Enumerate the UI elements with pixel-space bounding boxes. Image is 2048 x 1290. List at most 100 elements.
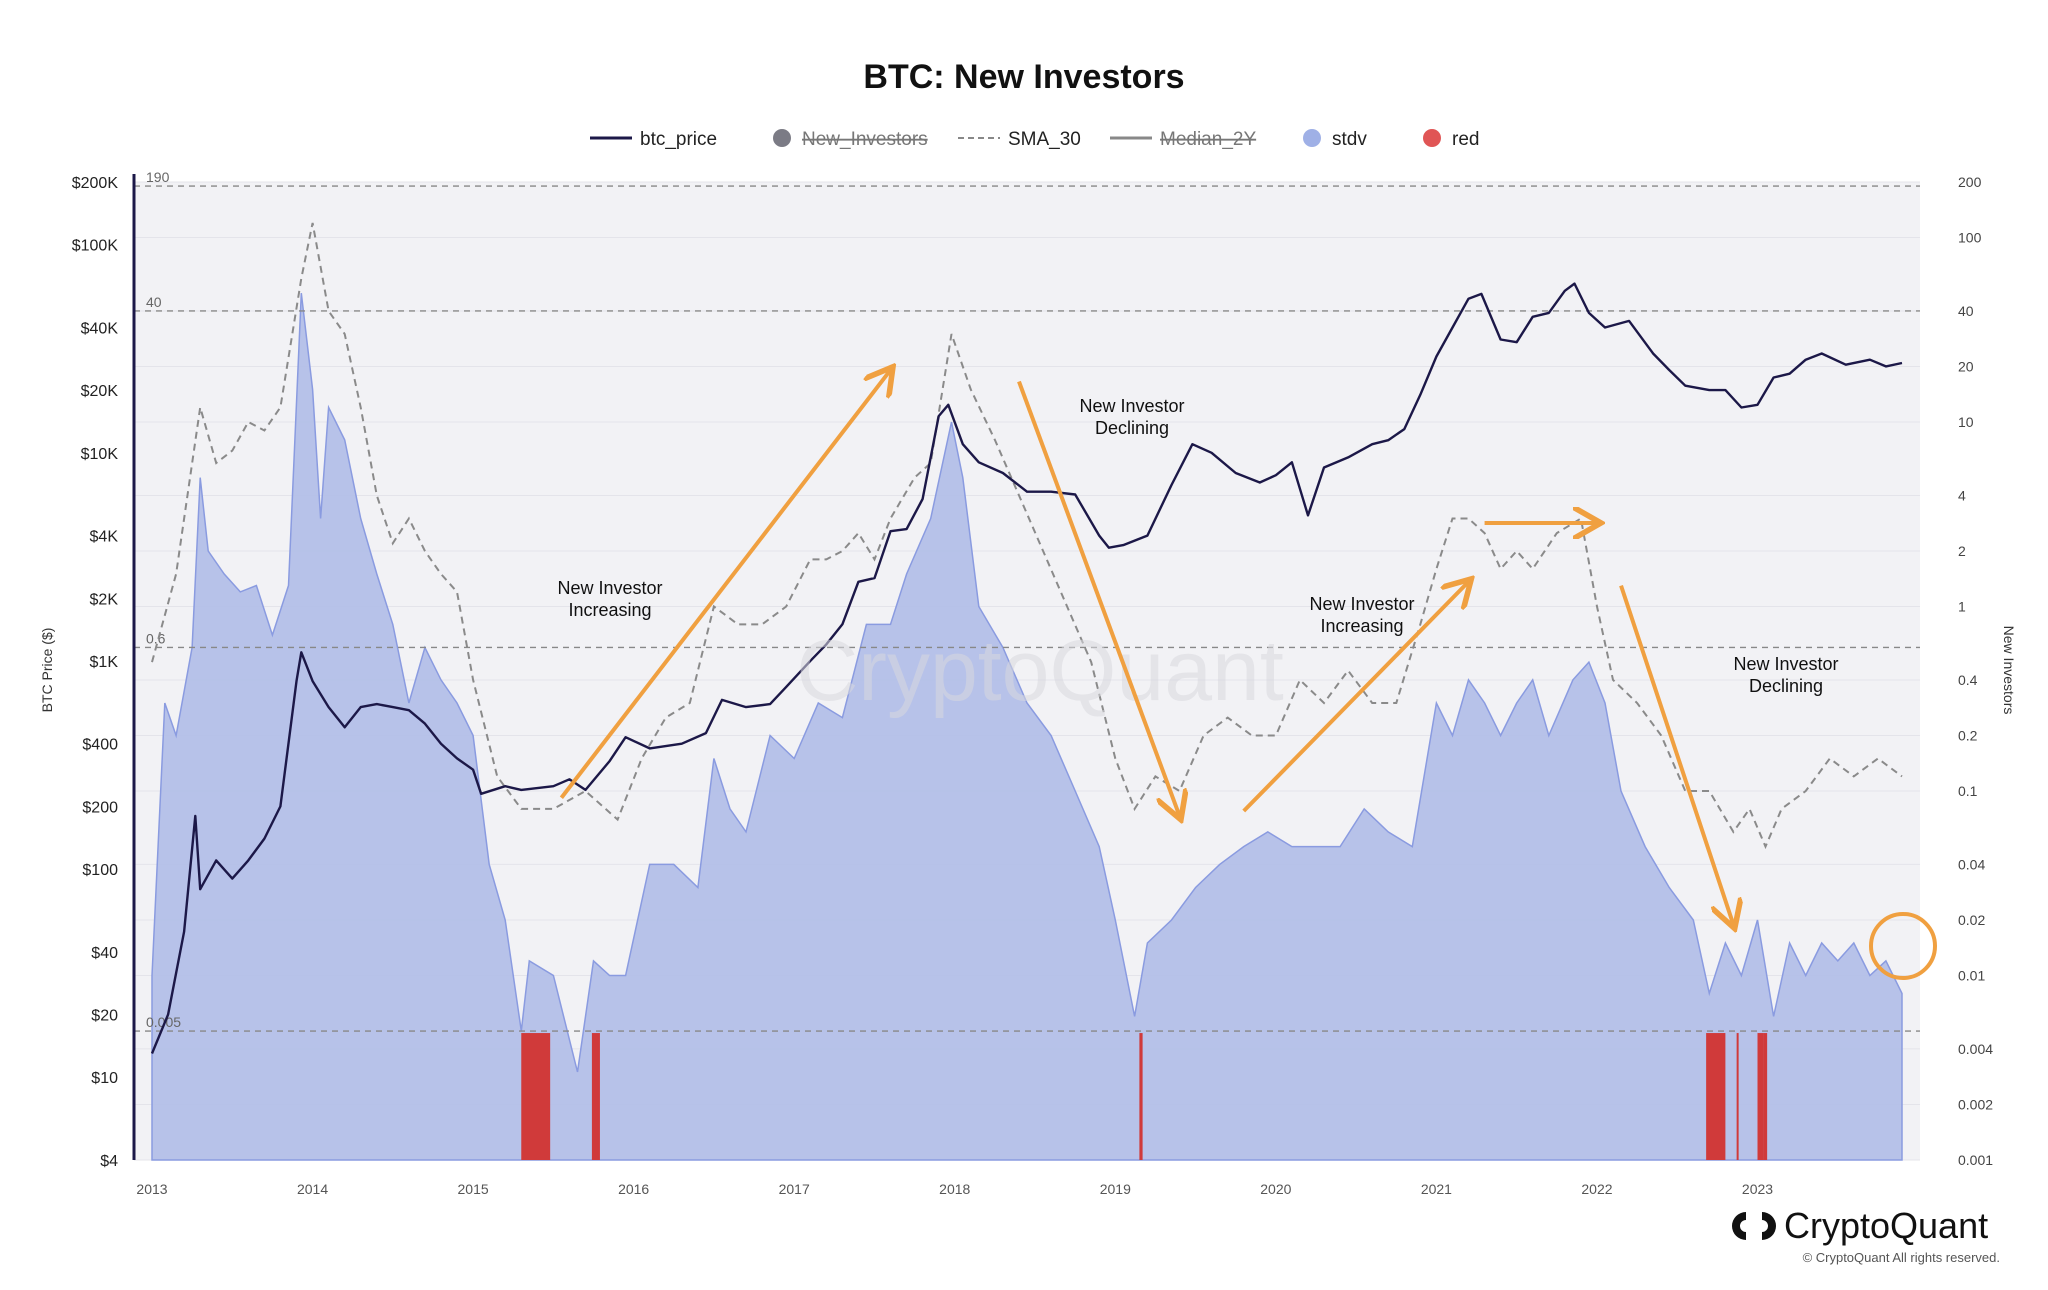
- x-tick-label: 2022: [1581, 1181, 1612, 1197]
- annotation-line: Increasing: [568, 600, 651, 620]
- left-tick-label: $400: [82, 737, 118, 754]
- red-band: [591, 1033, 600, 1160]
- x-tick-label: 2016: [618, 1181, 649, 1197]
- x-tick-label: 2015: [458, 1181, 489, 1197]
- left-tick-label: $10: [91, 1070, 118, 1087]
- legend-label: red: [1452, 129, 1479, 150]
- footer: CryptoQuant © CryptoQuant All rights res…: [1732, 1205, 2000, 1265]
- annotation-line: New Investor: [557, 578, 662, 598]
- red-band: [1139, 1033, 1143, 1160]
- legend-item-sma-30[interactable]: SMA_30: [958, 129, 1081, 150]
- legend-item-btc-price[interactable]: btc_price: [590, 129, 717, 150]
- annotation-line: New Investor: [1309, 594, 1414, 614]
- left-tick-label: $20: [91, 1008, 118, 1025]
- sma30-line: [151, 222, 1903, 850]
- right-tick-label: 0.2: [1958, 727, 1978, 743]
- annotation-text: New Investor Increasing: [1309, 594, 1414, 636]
- x-tick-label: 2014: [297, 1181, 328, 1197]
- left-tick-label: $200K: [72, 175, 119, 192]
- legend-item-median-2y[interactable]: Median_2Y: [1110, 129, 1256, 150]
- right-tick-label: 0.004: [1958, 1041, 1993, 1057]
- right-tick-label: 2: [1958, 543, 1966, 559]
- plot-area: 190 40 0.6 0.005 $4 $10 $20 $40 $100 $200 $400 $1K $…: [39, 169, 2017, 1197]
- left-tick-label: $100: [82, 862, 118, 879]
- legend-label: New_Investors: [802, 129, 928, 150]
- right-tick-label: 1: [1958, 599, 1966, 615]
- left-tick-label: $20K: [81, 383, 119, 400]
- reference-line-label: 0.005: [146, 1014, 181, 1030]
- left-tick-label: $2K: [90, 591, 119, 608]
- x-tick-label: 2020: [1260, 1181, 1291, 1197]
- x-tick-label: 2013: [136, 1181, 167, 1197]
- trend-arrow-icon: [559, 370, 890, 799]
- right-axis-label: New Investors: [2001, 626, 2017, 715]
- legend-label: btc_price: [640, 129, 717, 150]
- red-band: [1763, 1033, 1768, 1160]
- legend[interactable]: btc_price New_Investors SMA_30 Median_2Y std…: [590, 129, 1479, 150]
- right-tick-label: 20: [1958, 358, 1974, 374]
- left-tick-label: $10K: [81, 446, 119, 463]
- brand-name: CryptoQuant: [1784, 1205, 1988, 1246]
- legend-dot-icon: [1423, 129, 1441, 147]
- annotation-line: New Investor: [1733, 654, 1838, 674]
- chart-title: BTC: New Investors: [863, 58, 1184, 96]
- left-tick-label: $40K: [81, 320, 119, 337]
- left-tick-label: $40: [91, 945, 118, 962]
- cryptoquant-logo-icon: [1732, 1212, 1776, 1240]
- reference-line-label: 190: [146, 169, 170, 185]
- red-band: [1706, 1033, 1726, 1160]
- watermark: CryptoQuant: [796, 623, 1284, 719]
- x-tick-label: 2017: [779, 1181, 810, 1197]
- x-tick-label: 2018: [939, 1181, 970, 1197]
- right-tick-label: 0.04: [1958, 856, 1985, 872]
- right-tick-label: 200: [1958, 174, 1982, 190]
- left-tick-label: $4K: [90, 529, 119, 546]
- annotation-line: Increasing: [1320, 616, 1403, 636]
- legend-item-new-investors[interactable]: New_Investors: [773, 129, 928, 150]
- annotation-text: New Investor Increasing: [557, 578, 662, 620]
- annotation-line: Declining: [1749, 676, 1823, 696]
- trend-arrow-icon: [1619, 584, 1733, 925]
- left-tick-label: $4: [100, 1153, 118, 1170]
- btc-price-line: [150, 282, 1903, 1054]
- red-band: [1757, 1033, 1764, 1160]
- trend-arrow-icon: [1017, 380, 1180, 816]
- highlight-circle-icon: [1869, 912, 1937, 980]
- trend-arrow-icon: [1242, 582, 1469, 813]
- annotation-line: New Investor: [1079, 396, 1184, 416]
- left-tick-label: $100K: [72, 238, 119, 255]
- red-band: [1736, 1033, 1739, 1160]
- right-tick-label: 4: [1958, 487, 1966, 503]
- left-axis-label: BTC Price ($): [39, 628, 55, 713]
- reference-line-label: 40: [146, 294, 162, 310]
- right-tick-label: 0.001: [1958, 1152, 1993, 1168]
- legend-item-stdv[interactable]: stdv: [1303, 129, 1367, 150]
- annotation-line: Declining: [1095, 418, 1169, 438]
- left-tick-label: $200: [82, 799, 118, 816]
- reference-line-label: 0.6: [146, 630, 166, 646]
- legend-label: Median_2Y: [1160, 129, 1256, 150]
- red-band: [521, 1033, 551, 1160]
- x-tick-label: 2023: [1742, 1181, 1773, 1197]
- x-tick-label: 2019: [1100, 1181, 1131, 1197]
- left-tick-label: $1K: [90, 654, 119, 671]
- copyright: © CryptoQuant All rights reserved.: [1803, 1250, 2000, 1265]
- legend-label: SMA_30: [1008, 129, 1081, 150]
- right-tick-label: 0.02: [1958, 912, 1985, 928]
- right-tick-label: 0.1: [1958, 783, 1978, 799]
- legend-dot-icon: [1303, 129, 1321, 147]
- legend-item-red[interactable]: red: [1423, 129, 1479, 150]
- legend-label: stdv: [1332, 129, 1367, 150]
- right-tick-label: 0.4: [1958, 672, 1978, 688]
- stdv-area: [151, 293, 1903, 1161]
- annotation-text: New Investor Declining: [1079, 396, 1184, 438]
- right-tick-label: 0.002: [1958, 1096, 1993, 1112]
- right-tick-label: 0.01: [1958, 968, 1985, 984]
- right-tick-label: 10: [1958, 414, 1974, 430]
- legend-dot-icon: [773, 129, 791, 147]
- annotation-text: New Investor Declining: [1733, 654, 1838, 696]
- right-tick-label: 100: [1958, 230, 1982, 246]
